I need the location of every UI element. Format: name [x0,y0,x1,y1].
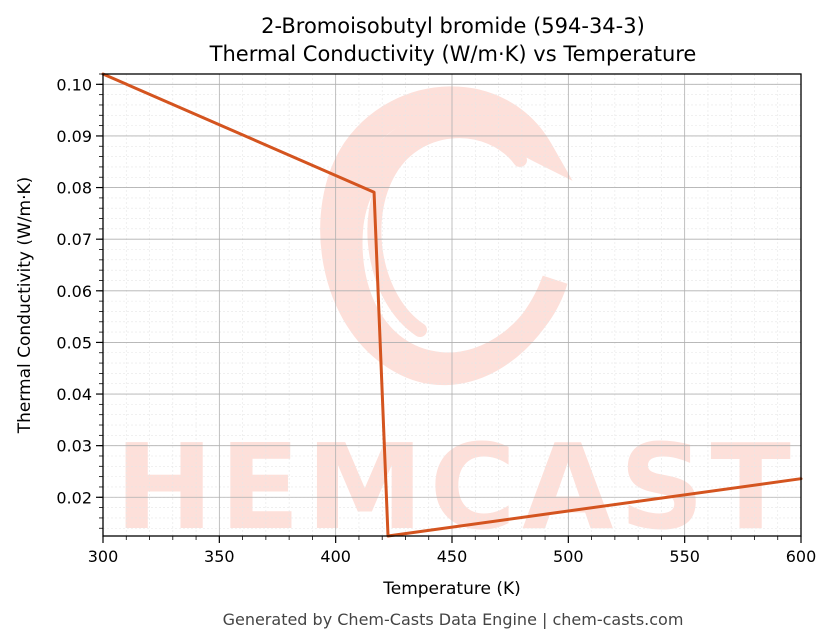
y-tick-label: 0.10 [56,75,92,94]
x-tick-label: 300 [88,547,119,566]
x-tick-label: 600 [786,547,817,566]
y-axis-label: Thermal Conductivity (W/m·K) [15,177,35,435]
y-ticks: 0.02 0.03 0.04 0.05 0.06 0.07 0.08 0.09 0.10 [56,73,103,529]
x-tick-label: 400 [320,547,351,566]
y-tick-label: 0.02 [56,488,92,507]
x-tick-label: 500 [553,547,584,566]
y-tick-label: 0.03 [56,437,92,456]
y-tick-label: 0.08 [56,179,92,198]
chart-title: 2-Bromoisobutyl bromide (594-34-3) [261,14,645,38]
watermark-swirl [320,86,573,386]
x-tick-label: 350 [204,547,235,566]
major-grid [102,74,802,536]
y-tick-label: 0.04 [56,385,92,404]
y-tick-label: 0.09 [56,127,92,146]
x-tick-label: 550 [669,547,700,566]
watermark-swirl-inner [367,124,527,337]
series-layer [101,72,803,538]
y-tick-label: 0.07 [56,230,92,249]
x-ticks: 300 350 400 450 500 550 600 [88,536,817,566]
footer-credit: Generated by Chem-Casts Data Engine | ch… [223,610,684,629]
series-line [101,72,803,538]
x-tick-label: 450 [437,547,468,566]
chart-subtitle: Thermal Conductivity (W/m·K) vs Temperat… [209,42,697,66]
y-tick-label: 0.05 [56,333,92,352]
y-tick-label: 0.06 [56,282,92,301]
x-axis-label: Temperature (K) [382,579,521,599]
